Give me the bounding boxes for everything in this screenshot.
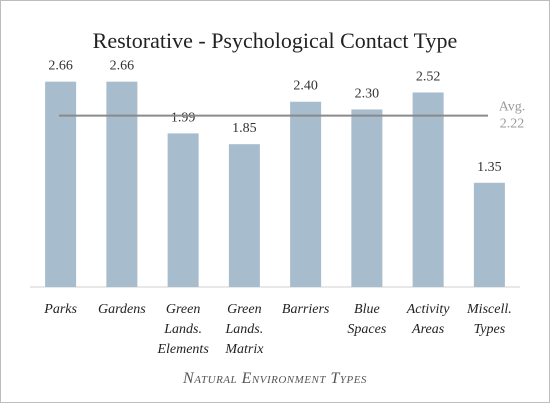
bar [412, 92, 444, 287]
average-label: Avg. 2.22 [499, 100, 526, 132]
bar [351, 109, 383, 287]
bar [290, 101, 322, 287]
data-label: 1.35 [477, 160, 502, 175]
x-axis-title: Natural Environment Types [183, 370, 367, 387]
x-tick-label: Gardens [98, 302, 146, 317]
data-label: 1.85 [232, 121, 257, 136]
data-label: 2.30 [355, 86, 380, 101]
x-tick-label: Barriers [282, 302, 330, 317]
bar [45, 81, 77, 288]
data-label: 2.40 [293, 79, 318, 94]
bar [167, 133, 199, 287]
chart-title: Restorative - Psychological Contact Type [92, 28, 458, 53]
x-tick-label: Blue Spaces [347, 302, 386, 337]
bar [228, 144, 260, 287]
data-label: 2.66 [110, 59, 135, 74]
x-tick-label: Green Lands. Matrix [224, 302, 264, 357]
x-tick-label: Parks [43, 302, 77, 317]
data-label: 1.99 [171, 110, 196, 125]
x-tick-label: Miscell. Types [466, 302, 512, 337]
data-label: 2.52 [416, 69, 441, 84]
bar [473, 182, 505, 287]
bar [106, 81, 138, 288]
x-tick-label: Activity Areas [406, 302, 451, 337]
data-label: 2.66 [48, 59, 73, 74]
x-tick-label: Green Lands. Elements [156, 302, 209, 357]
